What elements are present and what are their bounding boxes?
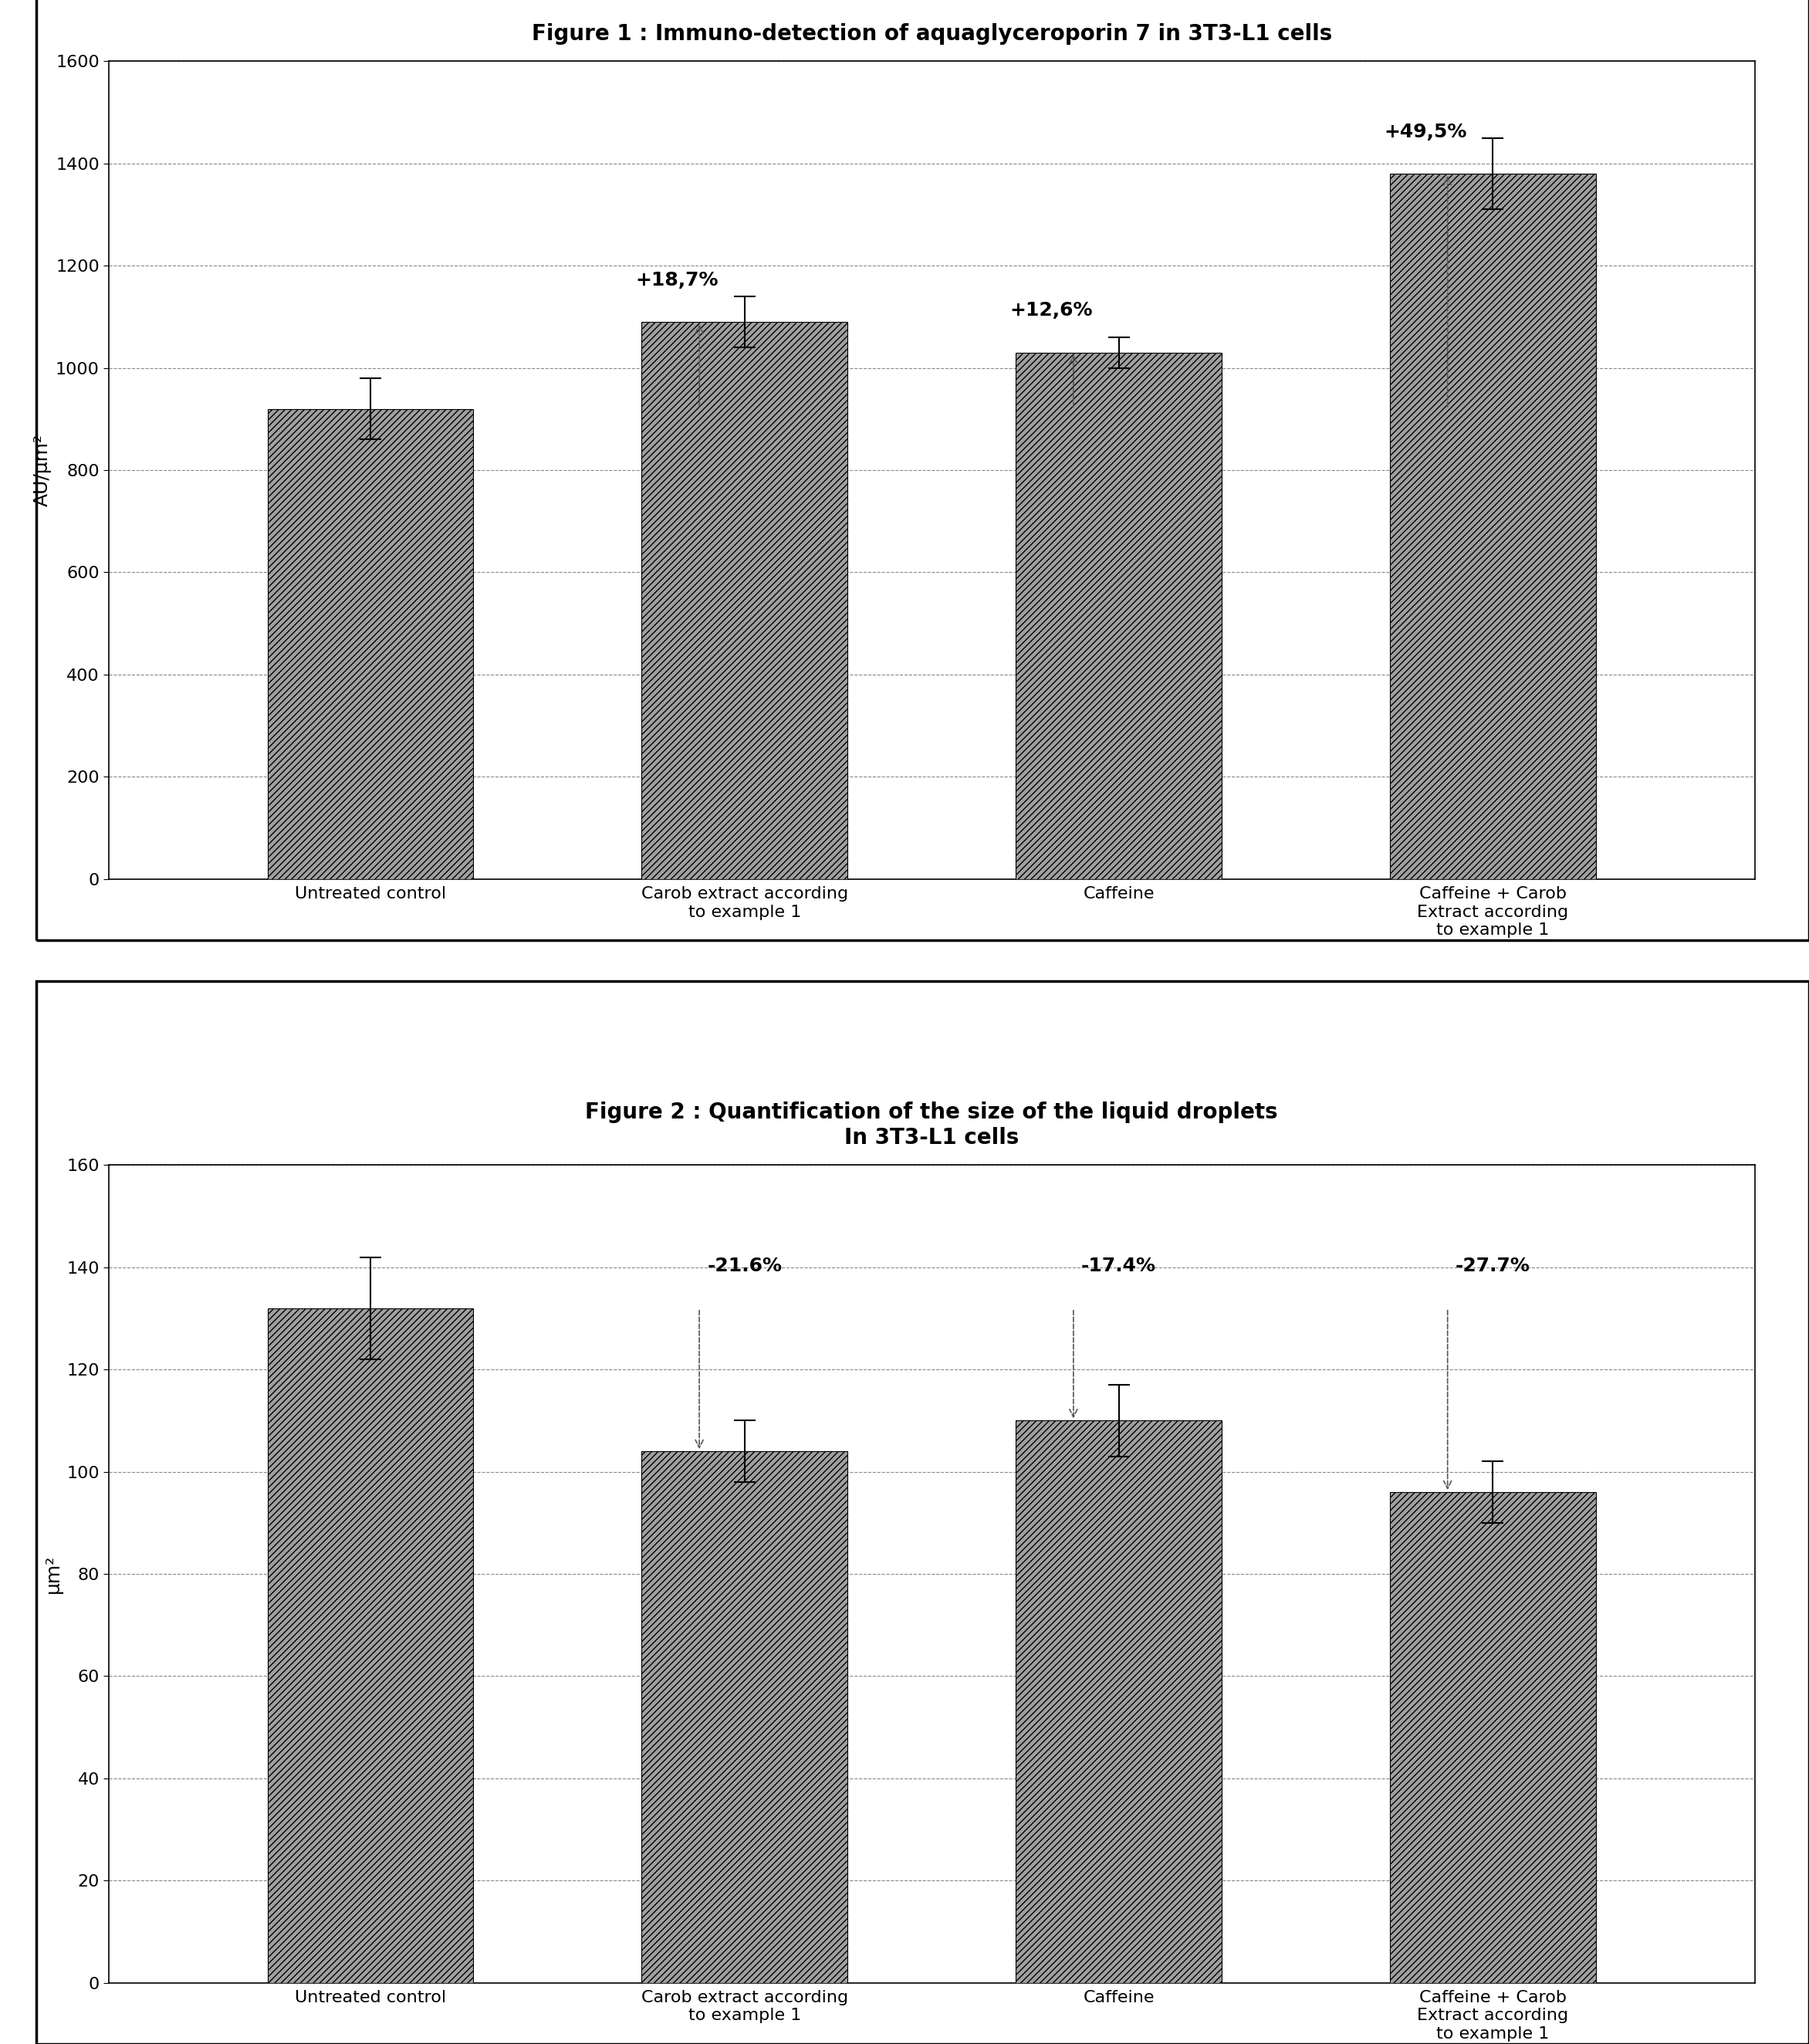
Bar	[1017, 352, 1221, 879]
Title: Figure 1 : Immuno-detection of aquaglyceroporin 7 in 3T3-L1 cells: Figure 1 : Immuno-detection of aquaglyce…	[532, 22, 1331, 45]
Text: +18,7%: +18,7%	[635, 270, 718, 288]
Y-axis label: µm²: µm²	[43, 1555, 62, 1592]
Text: -21.6%: -21.6%	[707, 1257, 781, 1275]
Bar	[642, 1451, 847, 1983]
Bar	[268, 1308, 474, 1983]
Bar	[1389, 174, 1596, 879]
Text: -27.7%: -27.7%	[1456, 1257, 1530, 1275]
Text: +49,5%: +49,5%	[1384, 123, 1467, 141]
Title: Figure 2 : Quantification of the size of the liquid droplets
In 3T3-L1 cells: Figure 2 : Quantification of the size of…	[586, 1102, 1277, 1149]
Text: +12,6%: +12,6%	[1009, 300, 1093, 319]
Bar	[268, 409, 474, 879]
Bar	[642, 321, 847, 879]
Bar	[1017, 1421, 1221, 1983]
Bar	[1389, 1492, 1596, 1983]
Text: -17.4%: -17.4%	[1082, 1257, 1156, 1275]
Y-axis label: AU/µm²: AU/µm²	[33, 433, 51, 507]
